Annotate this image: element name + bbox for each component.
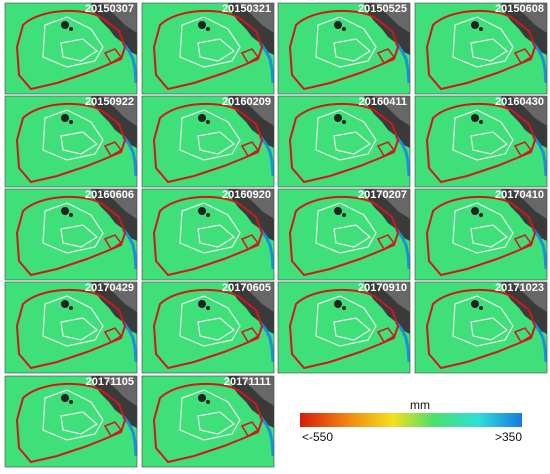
date-label: 20150608 bbox=[495, 3, 544, 15]
panel-border bbox=[141, 95, 275, 188]
date-label: 20171023 bbox=[495, 282, 544, 294]
date-label: 20160606 bbox=[85, 189, 134, 201]
map-panel: 20160209 bbox=[141, 95, 275, 188]
map-image bbox=[142, 96, 274, 187]
panel-border bbox=[4, 2, 138, 95]
date-label: 20160411 bbox=[359, 96, 407, 108]
map-panel: 20160430 bbox=[414, 95, 548, 188]
map-panel: 20150307 bbox=[4, 2, 138, 95]
map-panel: 20160920 bbox=[141, 188, 275, 281]
map-panel: 20170207 bbox=[277, 188, 411, 281]
map-panel: 20150608 bbox=[414, 2, 548, 95]
map-panel: 20171023 bbox=[414, 281, 548, 374]
date-label: 20150307 bbox=[85, 3, 134, 15]
map-panel: 20150525 bbox=[277, 2, 411, 95]
colorbar-title: mm bbox=[410, 398, 430, 412]
date-label: 20160209 bbox=[222, 96, 271, 108]
panel-border bbox=[414, 95, 548, 188]
panel-border bbox=[141, 2, 275, 95]
map-image bbox=[142, 3, 274, 94]
map-image bbox=[5, 189, 137, 280]
map-image bbox=[415, 3, 547, 94]
map-image bbox=[142, 282, 274, 373]
panel-border bbox=[4, 281, 138, 374]
panel-border bbox=[277, 188, 411, 281]
map-panel: 20150922 bbox=[4, 95, 138, 188]
map-panel: 20160411 bbox=[277, 95, 411, 188]
panel-border bbox=[277, 281, 411, 374]
date-label: 20170605 bbox=[222, 282, 271, 294]
colorbar bbox=[300, 413, 522, 427]
date-label: 20171105 bbox=[86, 376, 134, 388]
date-label: 20171111 bbox=[224, 376, 271, 388]
date-label: 20170910 bbox=[358, 282, 407, 294]
colorbar-min-label: <-550 bbox=[302, 430, 333, 444]
map-panel: 20170605 bbox=[141, 281, 275, 374]
map-image bbox=[5, 376, 137, 467]
map-image bbox=[142, 189, 274, 280]
date-label: 20150525 bbox=[358, 3, 407, 15]
map-image bbox=[278, 96, 410, 187]
panel-border bbox=[141, 281, 275, 374]
map-image bbox=[5, 3, 137, 94]
panel-border bbox=[4, 95, 138, 188]
date-label: 20150922 bbox=[85, 96, 134, 108]
map-panel: 20171105 bbox=[4, 375, 138, 468]
date-label: 20170207 bbox=[358, 189, 407, 201]
map-image bbox=[278, 282, 410, 373]
map-panel: 20171111 bbox=[141, 375, 275, 468]
map-image bbox=[415, 96, 547, 187]
map-image bbox=[278, 3, 410, 94]
panel-border bbox=[4, 188, 138, 281]
panel-border bbox=[277, 2, 411, 95]
date-label: 20170410 bbox=[495, 189, 544, 201]
map-panel: 20150321 bbox=[141, 2, 275, 95]
panel-border bbox=[414, 2, 548, 95]
map-panel: 20170910 bbox=[277, 281, 411, 374]
panel-border bbox=[4, 375, 138, 468]
map-image bbox=[415, 282, 547, 373]
map-image bbox=[5, 282, 137, 373]
date-label: 20150321 bbox=[222, 3, 271, 15]
panel-grid: 20150307 20150321 20150525 20150608 20150922… bbox=[4, 2, 548, 468]
date-label: 20160920 bbox=[222, 189, 271, 201]
map-image bbox=[142, 376, 274, 467]
date-label: 20170429 bbox=[85, 282, 134, 294]
map-image bbox=[415, 189, 547, 280]
panel-border bbox=[141, 188, 275, 281]
panel-border bbox=[414, 188, 548, 281]
map-panel: 20170429 bbox=[4, 281, 138, 374]
panel-border bbox=[141, 375, 275, 468]
map-image bbox=[278, 189, 410, 280]
map-image bbox=[5, 96, 137, 187]
map-panel: 20170410 bbox=[414, 188, 548, 281]
date-label: 20160430 bbox=[495, 96, 544, 108]
colorbar-max-label: >350 bbox=[495, 430, 522, 444]
map-panel: 20160606 bbox=[4, 188, 138, 281]
panel-border bbox=[277, 95, 411, 188]
panel-border bbox=[414, 281, 548, 374]
